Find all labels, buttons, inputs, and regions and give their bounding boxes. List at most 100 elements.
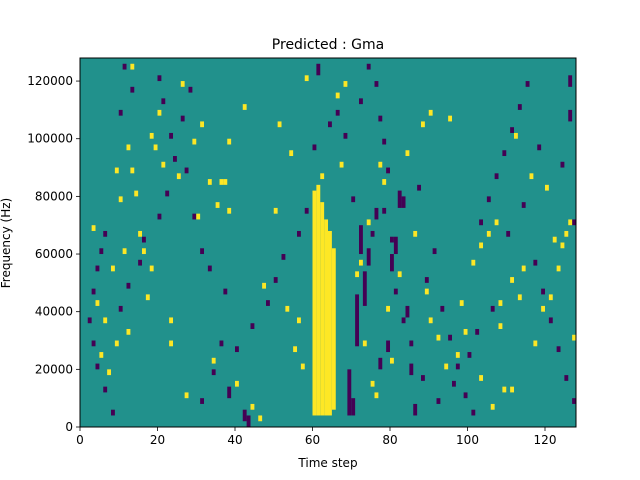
high-cell-75 — [207, 179, 212, 185]
high-cell-34 — [390, 357, 394, 364]
low-cell-0 — [347, 369, 352, 416]
low-cell-46 — [118, 305, 123, 312]
y-axis-label: Frequency (Hz) — [0, 198, 13, 289]
low-cell-20 — [359, 98, 363, 105]
low-cell-100 — [421, 375, 425, 381]
low-cell-50 — [157, 213, 162, 220]
low-cell-7 — [390, 254, 394, 272]
x-tick-label-0: 0 — [76, 433, 84, 447]
high-cell-83 — [413, 230, 418, 237]
low-cell-63 — [304, 207, 309, 214]
low-cell-13 — [413, 403, 418, 416]
high-cell-49 — [498, 300, 503, 306]
low-cell-81 — [525, 81, 530, 87]
high-cell-82 — [378, 161, 383, 168]
low-cell-9 — [397, 190, 402, 208]
low-cell-51 — [165, 190, 170, 197]
high-cell-12 — [192, 138, 197, 145]
low-cell-69 — [432, 248, 437, 255]
high-cell-93 — [572, 334, 577, 341]
high-cell-60 — [169, 340, 174, 347]
low-cell-28 — [200, 248, 205, 255]
high-cell-105 — [359, 259, 363, 266]
high-cell-17 — [366, 219, 371, 226]
high-cell-88 — [471, 259, 476, 266]
high-cell-59 — [142, 248, 146, 255]
x-tick-label-1: 20 — [150, 433, 165, 447]
x-tick-label-2: 40 — [227, 433, 242, 447]
low-cell-55 — [200, 398, 205, 404]
low-cell-90 — [572, 219, 577, 226]
high-cell-51 — [521, 265, 526, 272]
low-cell-76 — [486, 196, 491, 203]
high-cell-47 — [564, 230, 569, 237]
low-cell-38 — [99, 248, 104, 255]
low-cell-8 — [393, 236, 398, 255]
high-cell-23 — [114, 340, 119, 347]
x-tick-label-6: 120 — [534, 433, 557, 447]
high-cell-107 — [405, 150, 410, 157]
low-cell-108 — [374, 81, 379, 87]
high-cell-36 — [428, 317, 433, 324]
low-cell-102 — [401, 317, 406, 324]
low-cell-52 — [173, 156, 177, 162]
low-cell-49 — [142, 236, 146, 243]
low-cell-4 — [359, 225, 363, 255]
high-cell-57 — [545, 184, 549, 191]
low-cell-47 — [126, 282, 131, 289]
low-cell-72 — [455, 363, 460, 370]
high-cell-65 — [118, 196, 123, 203]
y-tick-label-6: 120000 — [27, 74, 73, 88]
high-cell-24 — [149, 265, 154, 272]
low-cell-3 — [362, 271, 367, 306]
heatmap-cells — [87, 63, 577, 427]
low-cell-58 — [250, 323, 255, 329]
high-cell-95 — [103, 317, 108, 324]
low-cell-80 — [517, 104, 522, 110]
low-cell-73 — [463, 392, 468, 399]
high-cell-5 — [331, 248, 336, 410]
low-cell-65 — [328, 121, 332, 128]
low-cell-70 — [440, 305, 445, 312]
high-cell-2 — [320, 202, 325, 416]
low-cell-99 — [436, 398, 441, 404]
high-cell-25 — [145, 294, 150, 301]
high-cell-40 — [490, 403, 495, 410]
high-cell-9 — [219, 179, 224, 185]
high-cell-97 — [176, 173, 181, 180]
low-cell-91 — [560, 161, 565, 168]
high-cell-87 — [459, 300, 464, 306]
low-cell-29 — [192, 213, 197, 220]
high-cell-48 — [568, 219, 573, 226]
low-cell-82 — [533, 259, 538, 266]
high-cell-67 — [134, 190, 139, 197]
high-cell-101 — [262, 282, 267, 289]
high-cell-18 — [370, 380, 375, 387]
low-cell-45 — [111, 409, 115, 416]
y-tick-label-0: 0 — [65, 420, 73, 434]
x-axis-ticks: 0 20 40 60 80 100 120 — [76, 427, 556, 447]
high-cell-79 — [304, 75, 309, 82]
high-cell-55 — [514, 132, 518, 139]
high-cell-33 — [386, 305, 391, 312]
chart-title: Predicted : Gma — [272, 37, 384, 53]
high-cell-11 — [227, 207, 232, 214]
high-cell-26 — [169, 317, 174, 324]
low-cell-78 — [502, 150, 507, 157]
low-cell-31 — [169, 132, 174, 139]
low-cell-93 — [521, 202, 526, 208]
high-cell-28 — [250, 403, 255, 410]
low-cell-109 — [366, 63, 371, 70]
low-cell-61 — [281, 254, 286, 260]
high-cell-64 — [114, 167, 119, 174]
low-cell-21 — [316, 63, 321, 76]
high-cell-104 — [300, 363, 305, 370]
high-cell-91 — [541, 305, 546, 312]
low-cell-41 — [87, 317, 92, 324]
high-cell-102 — [273, 207, 278, 214]
high-cell-54 — [494, 219, 499, 226]
low-cell-5 — [366, 248, 371, 266]
high-cell-52 — [479, 242, 484, 249]
low-cell-98 — [452, 380, 456, 387]
